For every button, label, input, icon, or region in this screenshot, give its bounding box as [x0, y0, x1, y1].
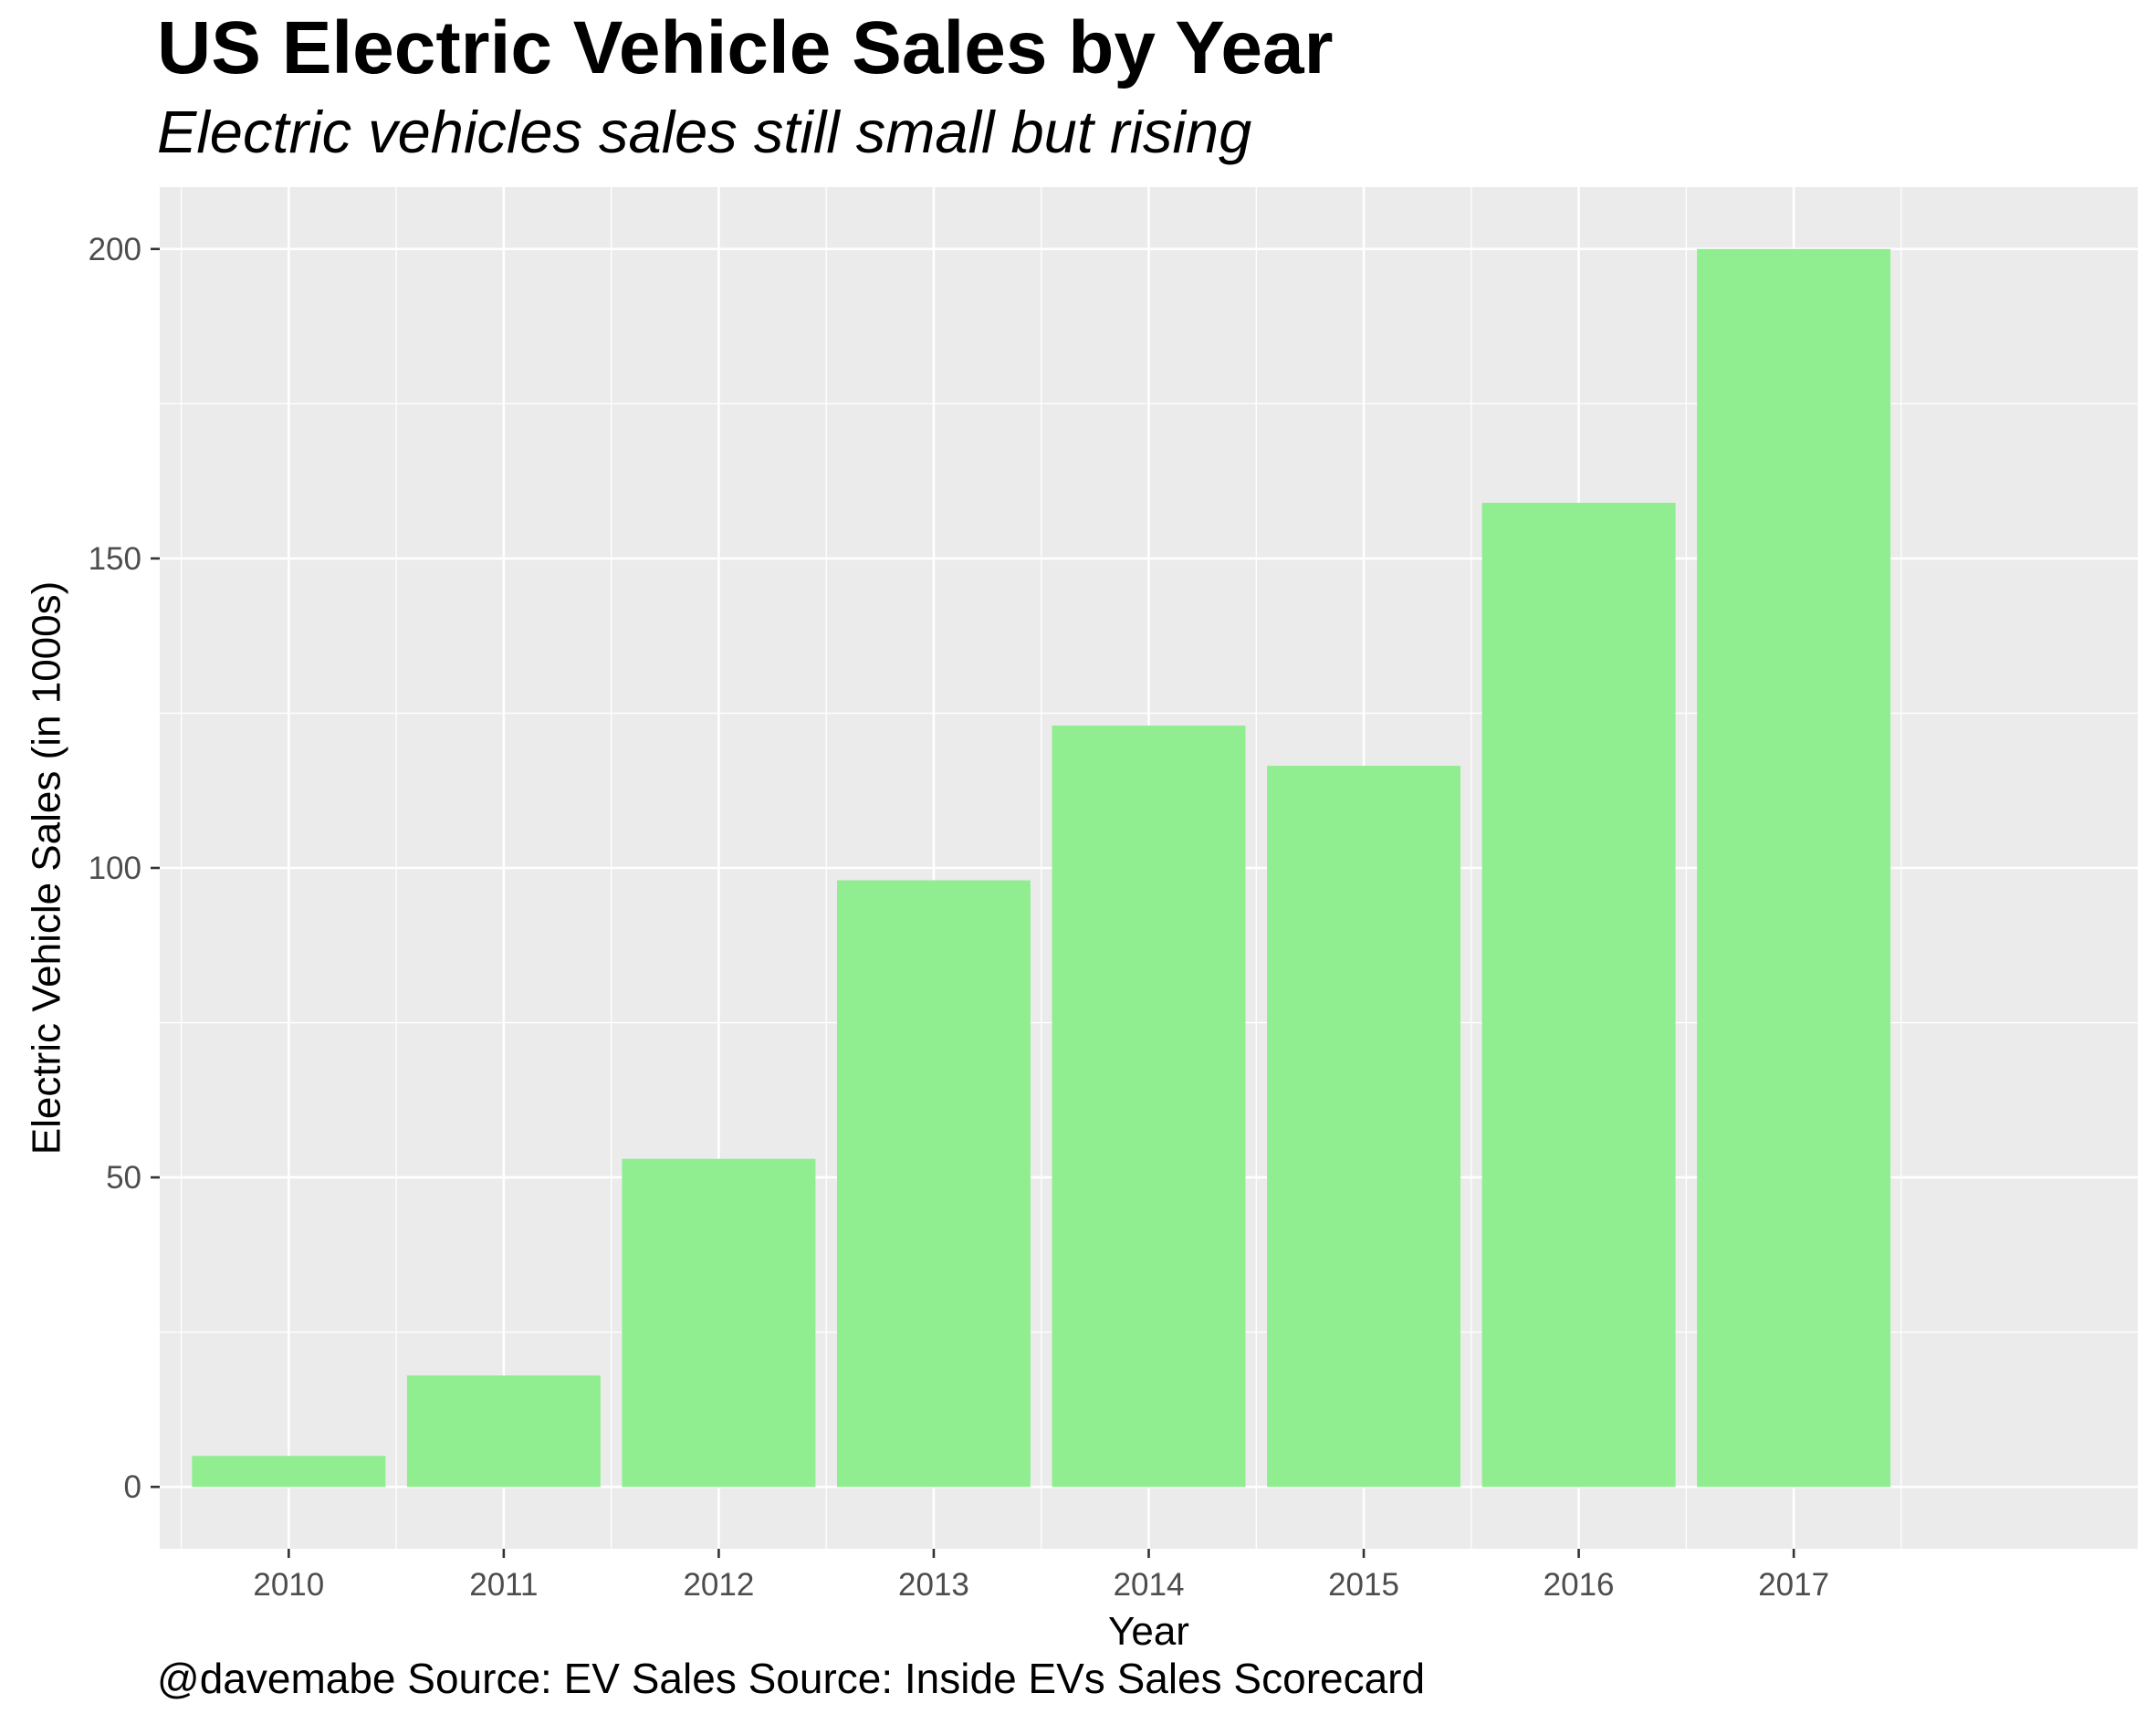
y-tick-label: 150 — [89, 541, 141, 577]
x-tick-label: 2016 — [1544, 1567, 1615, 1603]
bar-2012 — [622, 1158, 816, 1488]
y-tick-label: 50 — [106, 1160, 141, 1196]
x-tick-label: 2015 — [1328, 1567, 1399, 1603]
bar-2011 — [406, 1375, 601, 1488]
bar-2013 — [836, 880, 1031, 1488]
bars — [192, 248, 1891, 1488]
x-tick-label: 2011 — [469, 1567, 538, 1603]
y-tick-label: 200 — [89, 232, 141, 267]
y-axis-title: Electric Vehicle Sales (in 1000s) — [24, 581, 68, 1155]
bar-2014 — [1052, 726, 1246, 1488]
chart-title: US Electric Vehicle Sales by Year — [157, 6, 1334, 89]
x-tick-label: 2014 — [1114, 1567, 1185, 1603]
bar-2010 — [192, 1456, 386, 1488]
bar-2016 — [1481, 502, 1676, 1488]
bar-2015 — [1267, 766, 1461, 1488]
x-tick-label: 2013 — [898, 1567, 969, 1603]
x-axis: 2010 2011 2012 2013 2014 2015 2016 2017 — [253, 1549, 1829, 1603]
x-axis-title: Year — [1108, 1609, 1189, 1654]
x-tick-label: 2010 — [253, 1567, 324, 1603]
y-tick-label: 0 — [124, 1469, 141, 1505]
x-tick-label: 2017 — [1758, 1567, 1829, 1603]
x-tick-label: 2012 — [683, 1567, 754, 1603]
chart-subtitle: Electric vehicles sales still small but … — [157, 99, 1252, 165]
y-axis: 0 50 100 150 200 — [89, 232, 160, 1505]
bar-2017 — [1697, 248, 1891, 1488]
y-tick-label: 100 — [89, 851, 141, 886]
chart-caption: @davemabe Source: EV Sales Source: Insid… — [157, 1655, 1426, 1702]
